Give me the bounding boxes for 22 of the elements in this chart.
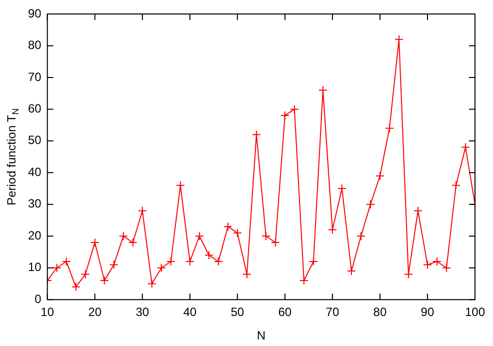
x-tick-label: 80	[373, 305, 387, 320]
y-tick-label: 70	[28, 70, 42, 84]
y-tick-label: 60	[28, 102, 42, 116]
y-axis-title: Period function TN	[4, 108, 20, 206]
x-tick-label: 90	[420, 305, 434, 320]
y-tick-label: 80	[28, 38, 42, 52]
y-tick-label: 40	[28, 164, 42, 179]
x-tick-label: 30	[136, 305, 150, 320]
y-tick-label: 20	[28, 228, 42, 242]
y-tick-label: 30	[28, 196, 42, 211]
y-tick-label: 90	[28, 6, 42, 20]
y-tick-label: 0	[34, 292, 42, 306]
x-axis-title: N	[256, 328, 266, 342]
x-tick-label: 20	[88, 305, 102, 320]
x-tick-label: 100	[464, 305, 486, 320]
y-tick-label: 10	[28, 260, 42, 274]
y-tick-label: 50	[28, 133, 42, 148]
x-tick-label: 50	[230, 305, 244, 320]
x-tick-label: 10	[40, 305, 54, 320]
x-tick-label: 70	[326, 305, 340, 320]
x-tick-label: 40	[183, 305, 197, 320]
x-tick-label: 60	[278, 305, 292, 320]
